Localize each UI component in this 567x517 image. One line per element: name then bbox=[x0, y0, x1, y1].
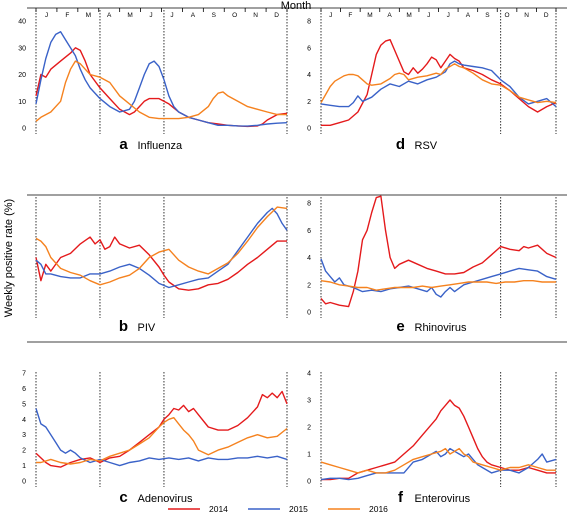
series-line-a-2016 bbox=[35, 60, 287, 122]
month-label-a: J bbox=[149, 12, 152, 19]
frame-lines bbox=[27, 7, 567, 343]
y-tick-label-e: 0 bbox=[307, 310, 311, 317]
y-tick-label-a: 10 bbox=[18, 99, 26, 106]
y-tick-label-d: 4 bbox=[307, 72, 311, 79]
series-line-e-2016 bbox=[320, 280, 556, 291]
panel-title-d: RSV bbox=[415, 140, 438, 152]
panel-letter-f: f bbox=[398, 489, 404, 506]
series-line-b-2016 bbox=[35, 206, 288, 286]
month-label-a: S bbox=[212, 12, 217, 19]
y-tick-label-c: 4 bbox=[22, 417, 26, 424]
month-label-a: D bbox=[274, 12, 279, 19]
month-label-d: N bbox=[524, 12, 529, 19]
series-line-d-2014 bbox=[321, 39, 557, 126]
y-tick-label-d: 0 bbox=[307, 126, 311, 133]
series-line-f-2016 bbox=[320, 447, 556, 474]
month-label-a: M bbox=[86, 12, 91, 19]
series-line-e-2014 bbox=[320, 195, 557, 308]
series-line-c-2015 bbox=[35, 408, 288, 467]
series-line-f-2015 bbox=[320, 447, 557, 481]
month-label-a: O bbox=[232, 12, 237, 19]
panel-letter-b: b bbox=[119, 318, 128, 335]
y-tick-label-f: 3 bbox=[307, 398, 311, 405]
y-tick-label-e: 6 bbox=[307, 228, 311, 235]
y-tick-label-c: 0 bbox=[22, 479, 26, 486]
panel-letter-d: d bbox=[396, 136, 405, 153]
month-label-a: N bbox=[253, 12, 258, 19]
series-line-d-2016 bbox=[320, 63, 557, 104]
month-label-d: M bbox=[367, 12, 372, 19]
panel-a: J F M A M J J A S O N D 0 10 20 30 40 a Influenza bbox=[18, 8, 288, 153]
legend-label-2016: 2016 bbox=[369, 504, 388, 514]
month-label-a: J bbox=[45, 12, 48, 19]
series-line-a-2014 bbox=[35, 47, 288, 128]
y-tick-label-f: 0 bbox=[307, 479, 311, 486]
month-label-a: J bbox=[170, 12, 173, 19]
month-label-a: A bbox=[107, 12, 112, 19]
y-tick-label-e: 8 bbox=[307, 201, 311, 208]
y-tick-label-c: 5 bbox=[22, 401, 26, 408]
series-line-f-2014 bbox=[321, 399, 556, 481]
month-label-d: F bbox=[348, 12, 352, 19]
month-label-d: S bbox=[485, 12, 490, 19]
y-tick-label-f: 2 bbox=[307, 425, 311, 432]
y-tick-label-a: 20 bbox=[18, 72, 26, 79]
month-label-d: A bbox=[466, 12, 471, 19]
panel-title-e: Rhinovirus bbox=[415, 322, 467, 334]
series-line-c-2014 bbox=[35, 390, 288, 468]
month-label-a: M bbox=[127, 12, 132, 19]
y-tick-label-e: 2 bbox=[307, 282, 311, 289]
y-tick-label-a: 40 bbox=[18, 19, 26, 26]
month-label-d: A bbox=[387, 12, 392, 19]
panel-b: b PIV bbox=[35, 197, 288, 335]
month-label-d: D bbox=[544, 12, 549, 19]
series-line-b-2014 bbox=[35, 236, 287, 291]
y-tick-label-c: 3 bbox=[22, 432, 26, 439]
month-label-d: O bbox=[505, 12, 510, 19]
month-label-d: J bbox=[329, 12, 332, 19]
panel-letter-a: a bbox=[119, 136, 128, 153]
month-axis-title: Month bbox=[281, 0, 312, 12]
y-tick-label-d: 8 bbox=[307, 19, 311, 26]
panel-e: 0 2 4 6 8 e Rhinovirus bbox=[307, 195, 557, 335]
series-line-b-2015 bbox=[35, 207, 288, 289]
y-tick-label-a: 30 bbox=[18, 45, 26, 52]
series-line-a-2015 bbox=[35, 31, 288, 127]
y-tick-label-a: 0 bbox=[22, 126, 26, 133]
y-tick-label-c: 2 bbox=[22, 448, 26, 455]
panel-title-f: Enterovirus bbox=[415, 493, 471, 505]
month-label-d: M bbox=[406, 12, 411, 19]
panel-letter-e: e bbox=[396, 318, 404, 335]
legend-label-2014: 2014 bbox=[209, 504, 228, 514]
panel-title-a: Influenza bbox=[138, 140, 184, 152]
legend: 2014 2015 2016 bbox=[168, 504, 388, 514]
y-axis-title: Weekly positive rate (%) bbox=[3, 199, 15, 317]
month-label-d: J bbox=[427, 12, 430, 19]
legend-label-2015: 2015 bbox=[289, 504, 308, 514]
y-tick-label-c: 1 bbox=[22, 463, 26, 470]
y-tick-label-f: 1 bbox=[307, 452, 311, 459]
y-tick-label-d: 2 bbox=[307, 99, 311, 106]
month-label-d: J bbox=[447, 12, 450, 19]
panel-c: 0 1 2 3 4 5 6 7 c Adenovirus bbox=[22, 371, 288, 506]
y-tick-label-c: 6 bbox=[22, 386, 26, 393]
panel-f: 0 1 2 3 4 f Enterovirus bbox=[307, 371, 557, 506]
panel-title-c: Adenovirus bbox=[138, 493, 194, 505]
y-tick-label-e: 4 bbox=[307, 255, 311, 262]
month-label-a: A bbox=[191, 12, 196, 19]
panel-letter-c: c bbox=[119, 489, 127, 506]
panel-d: J F M A M J J A S O N D 0 2 4 6 8 d RSV bbox=[307, 8, 557, 153]
month-label-a: F bbox=[65, 12, 69, 19]
series-line-c-2016 bbox=[36, 417, 288, 465]
y-tick-label-c: 7 bbox=[22, 371, 26, 378]
y-tick-label-d: 6 bbox=[307, 45, 311, 52]
y-tick-label-f: 4 bbox=[307, 371, 311, 378]
panel-title-b: PIV bbox=[138, 322, 156, 334]
